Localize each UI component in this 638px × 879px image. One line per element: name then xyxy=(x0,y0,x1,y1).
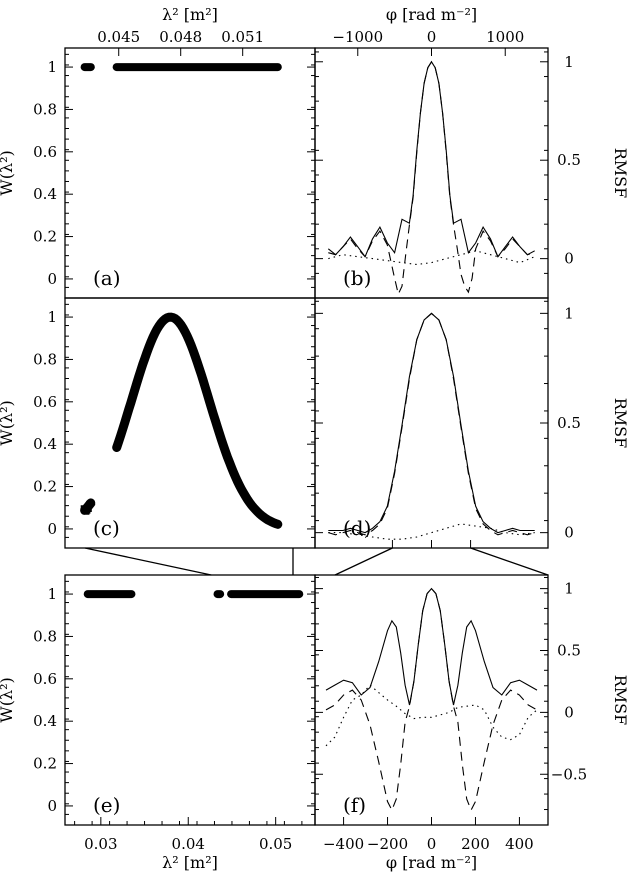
weight-band xyxy=(112,312,283,529)
y-tick-label: 1 xyxy=(47,58,57,76)
rmsf-curve-solid xyxy=(328,312,535,534)
top-x-axis-label: φ [rad m⁻²] xyxy=(386,5,477,24)
x-axis-label: λ² [m²] xyxy=(162,853,218,872)
y-tick-label: 1 xyxy=(564,304,574,322)
panel-frame xyxy=(314,47,549,299)
y-tick-label: 1 xyxy=(47,585,57,603)
x-tick-label: −200 xyxy=(367,835,408,853)
y-tick-label: 1 xyxy=(564,53,574,71)
x-tick-label: −400 xyxy=(323,835,364,853)
y-tick-label: 1 xyxy=(564,580,574,598)
panel-label: (e) xyxy=(93,793,120,817)
x-tick-label: 0.045 xyxy=(97,28,140,46)
top-x-axis-label: λ² [m²] xyxy=(162,5,218,24)
y-tick-label: 0 xyxy=(564,703,574,721)
y-axis-label: W(λ²) xyxy=(0,150,16,195)
rmsf-curve-solid xyxy=(327,60,535,258)
x-tick-label: 0.051 xyxy=(221,28,264,46)
y-axis-label: W(λ²) xyxy=(0,400,16,445)
x-tick-label: 0.03 xyxy=(84,835,117,853)
zoom-connector xyxy=(470,547,549,576)
y-axis-label: RMSF xyxy=(611,398,630,449)
panel-label: (b) xyxy=(343,266,371,290)
y-tick-label: 0 xyxy=(47,797,57,815)
panel-b: 0 0.5 1 (b) RMSF −1000 0 1000 φ [rad m⁻²] xyxy=(314,5,630,299)
panel-label: (c) xyxy=(93,516,120,540)
y-tick-label: −0.5 xyxy=(551,765,587,783)
x-tick-label: −1000 xyxy=(332,28,383,46)
y-tick-label: 0.5 xyxy=(557,414,581,432)
panel-frame xyxy=(314,297,549,549)
rmsf-curve-dashed xyxy=(328,312,535,536)
rmsf-curve-dotted xyxy=(328,250,535,266)
y-axis-label: RMSF xyxy=(611,148,630,199)
x-tick-label: 0.04 xyxy=(172,835,205,853)
panel-frame xyxy=(314,574,549,826)
y-tick-label: 0.8 xyxy=(33,100,57,118)
panel-a: 0 0.2 0.4 0.6 0.8 1 (a) W(λ²) 0.045 0.048 0.051λ² … xyxy=(0,5,316,299)
y-tick-label: 0 xyxy=(47,520,57,538)
y-tick-label: 0.8 xyxy=(33,350,57,368)
panel-label: (f) xyxy=(343,793,366,817)
weight-band xyxy=(80,498,96,515)
zoom-connector xyxy=(334,547,393,576)
panel-frame xyxy=(64,574,316,826)
y-tick-label: 0 xyxy=(564,524,574,542)
x-tick-label: 0 xyxy=(427,28,437,46)
panel-label: (d) xyxy=(343,516,371,540)
x-tick-label: 400 xyxy=(505,835,534,853)
y-axis-label: RMSF xyxy=(611,675,630,726)
x-tick-label: 200 xyxy=(461,835,490,853)
panel-d: 0 0.5 1 (d) RMSF xyxy=(314,297,630,549)
x-tick-label: 1000 xyxy=(486,28,524,46)
panel-label: (a) xyxy=(93,266,121,290)
rmsf-curve-solid xyxy=(325,587,538,706)
x-axis-label: φ [rad m⁻²] xyxy=(386,853,477,872)
y-tick-label: 0 xyxy=(47,270,57,288)
y-axis-label: W(λ²) xyxy=(0,677,16,722)
zoom-connector-lines xyxy=(84,547,549,576)
y-tick-label: 0.5 xyxy=(557,641,581,659)
panel-frame xyxy=(64,47,316,299)
rmsf-curve-dashed xyxy=(328,60,535,296)
y-tick-label: 0.4 xyxy=(33,712,57,730)
y-tick-label: 0.4 xyxy=(33,435,57,453)
x-tick-label: 0 xyxy=(427,835,437,853)
y-tick-label: 0 xyxy=(564,250,574,268)
y-tick-label: 0.6 xyxy=(33,393,57,411)
rmsf-curve-dotted xyxy=(325,684,538,747)
x-tick-label: 0.05 xyxy=(259,835,292,853)
y-tick-label: 0.4 xyxy=(33,185,57,203)
y-tick-label: 0.2 xyxy=(33,478,57,496)
y-tick-label: 0.6 xyxy=(33,143,57,161)
rmsf-curve-dashed xyxy=(325,587,538,812)
y-tick-label: 0.5 xyxy=(557,151,581,169)
panels: 00.20.40.60.81(a)W(λ²)0.045 0.048 0.051λ² … xyxy=(0,5,630,872)
x-tick-label: 0.048 xyxy=(159,28,202,46)
y-tick-label: 0.6 xyxy=(33,670,57,688)
y-tick-label: 0.8 xyxy=(33,627,57,645)
y-tick-label: 1 xyxy=(47,308,57,326)
panel-c: 0 0.2 0.4 0.6 0.8 1 (c) W(λ²) xyxy=(0,297,316,549)
y-tick-label: 0.2 xyxy=(33,228,57,246)
panel-f: −0.5 0 0.5 1 (f) RMSF −400 −200 0 200 400 φ [rad m⁻… xyxy=(314,574,630,872)
panel-e: 0 0.2 0.4 0.6 0.8 1 (e) W(λ²) 0.03 0.04 0.05 λ² [m²… xyxy=(0,574,316,872)
y-tick-label: 0.2 xyxy=(33,755,57,773)
zoom-connector xyxy=(84,547,212,576)
